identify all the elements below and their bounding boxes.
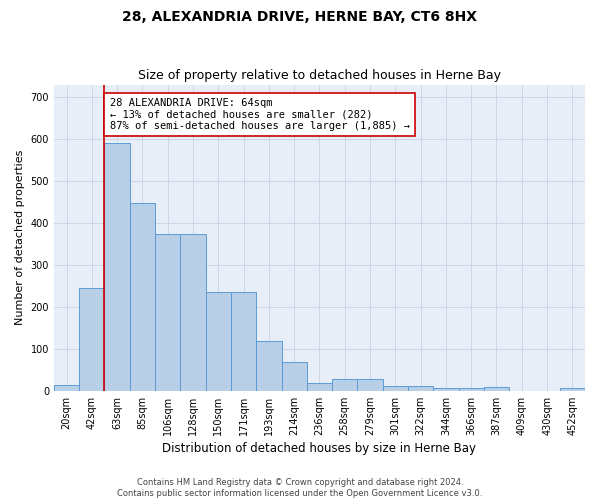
Bar bbox=[408, 386, 433, 391]
Text: 28, ALEXANDRIA DRIVE, HERNE BAY, CT6 8HX: 28, ALEXANDRIA DRIVE, HERNE BAY, CT6 8HX bbox=[122, 10, 478, 24]
Bar bbox=[560, 388, 585, 391]
Bar bbox=[484, 388, 509, 391]
Bar bbox=[181, 234, 206, 391]
Bar bbox=[256, 342, 281, 391]
Bar bbox=[155, 234, 181, 391]
Bar bbox=[332, 380, 358, 391]
Y-axis label: Number of detached properties: Number of detached properties bbox=[15, 150, 25, 326]
Bar bbox=[231, 292, 256, 391]
Bar bbox=[54, 384, 79, 391]
Bar bbox=[281, 362, 307, 391]
Bar bbox=[130, 204, 155, 391]
Bar bbox=[458, 388, 484, 391]
Text: 28 ALEXANDRIA DRIVE: 64sqm
← 13% of detached houses are smaller (282)
87% of sem: 28 ALEXANDRIA DRIVE: 64sqm ← 13% of deta… bbox=[110, 98, 410, 131]
Title: Size of property relative to detached houses in Herne Bay: Size of property relative to detached ho… bbox=[138, 69, 501, 82]
Bar bbox=[433, 388, 458, 391]
Text: Contains HM Land Registry data © Crown copyright and database right 2024.
Contai: Contains HM Land Registry data © Crown c… bbox=[118, 478, 482, 498]
Bar bbox=[79, 288, 104, 391]
Bar bbox=[307, 384, 332, 391]
X-axis label: Distribution of detached houses by size in Herne Bay: Distribution of detached houses by size … bbox=[163, 442, 476, 455]
Bar bbox=[206, 292, 231, 391]
Bar bbox=[358, 380, 383, 391]
Bar bbox=[104, 144, 130, 391]
Bar bbox=[383, 386, 408, 391]
